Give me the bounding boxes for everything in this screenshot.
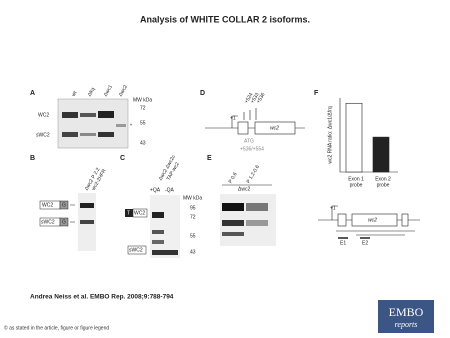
box-label: WC2 <box>134 210 145 216</box>
band <box>80 220 94 224</box>
bar <box>372 136 390 173</box>
band <box>116 124 126 127</box>
tss-label: +1 <box>330 205 336 211</box>
slide-title: Analysis of WHITE COLLAR 2 isoforms. <box>140 14 310 24</box>
gene-label: wc2 <box>270 125 279 131</box>
band <box>152 250 178 255</box>
band-label: WC2 <box>38 112 49 118</box>
protein-box <box>132 208 148 218</box>
transcript <box>336 230 415 236</box>
panel-f: F wc2 RNA ratio: Δwc1/Δfrq Exon 1 probe … <box>314 90 420 246</box>
pointer <box>70 204 75 223</box>
mw-marker: 55 <box>140 120 146 126</box>
gene-label: wc2 <box>368 217 377 223</box>
lane-label: Δwc2 <box>118 84 129 98</box>
mw-label: MW kDa <box>183 195 202 201</box>
panel-d: D +524 +533 +536 +1 wc2 ATG +536/+554 <box>200 90 305 152</box>
exon <box>401 213 409 227</box>
band <box>62 132 78 137</box>
category-label: Exon 1 <box>348 176 364 182</box>
mw-marker: 43 <box>190 249 196 255</box>
panel-e: E P 0.6 P 1.2-0.6 Δwc2 <box>207 155 276 246</box>
tss-label: +1 <box>230 115 236 121</box>
citation: Andrea Neiss et al. EMBO Rep. 2008;9:788… <box>30 294 174 301</box>
band <box>80 203 94 208</box>
atg-label: ATG <box>244 138 254 144</box>
probe-label: E2 <box>362 240 368 246</box>
lane-label: wt <box>71 90 79 98</box>
mw-marker: 43 <box>140 140 146 146</box>
band <box>246 203 268 211</box>
logo-text: reports <box>395 320 418 329</box>
exon <box>254 121 296 135</box>
lane-label: Δfrq <box>87 87 97 98</box>
tag-label: T <box>127 210 130 216</box>
panel-label: C <box>120 155 125 162</box>
panel-label: A <box>30 90 35 97</box>
band <box>98 132 114 137</box>
protein-box <box>127 245 147 255</box>
tag-box <box>59 217 69 227</box>
lane-label: Δwc1 <box>103 84 114 98</box>
panel-label: F <box>314 90 319 97</box>
panel-label: B <box>30 155 35 162</box>
exon <box>351 213 398 227</box>
y-axis-label: wc2 RNA ratio: Δwc1/Δfrq <box>327 106 333 163</box>
lane-label: P 1.2-0.6 <box>246 164 261 185</box>
mw-marker: 55 <box>190 233 196 239</box>
tag-box <box>59 200 69 210</box>
band <box>152 240 164 244</box>
mw-marker: 72 <box>190 214 196 220</box>
range-label: +536/+554 <box>240 146 264 152</box>
site-label: +533 <box>250 92 261 105</box>
tag-label: G <box>62 219 66 225</box>
condition: +QA <box>150 187 161 193</box>
blot <box>57 98 129 149</box>
panel-a: A wt Δfrq Δwc1 Δwc2 WC2 sWC2 * MW kDa 72… <box>30 84 152 149</box>
site-label: +524 <box>244 92 255 105</box>
site-label: +536 <box>256 92 267 105</box>
band <box>80 113 96 117</box>
band <box>152 212 164 218</box>
tag-label: G <box>62 202 66 208</box>
box-label: sWC2 <box>41 219 55 225</box>
tag-box <box>125 209 133 217</box>
band <box>98 111 114 118</box>
box-label: sWC2 <box>129 247 143 253</box>
band <box>62 112 78 118</box>
logo-text: EMBO <box>389 305 424 319</box>
panel-c: C Δwc2 Δwc2c TAP-wc2 +QA -QA T WC2 sWC2 … <box>120 154 202 258</box>
band <box>222 232 244 236</box>
category-label: probe <box>377 182 390 188</box>
exon <box>337 213 347 227</box>
band <box>152 230 164 234</box>
lane-label: P 0.6 <box>228 171 239 184</box>
panel-label: D <box>200 90 205 97</box>
strain-label: Δwc2 <box>238 186 250 192</box>
mw-marker: 72 <box>140 105 146 111</box>
category-label: probe <box>350 182 363 188</box>
band <box>80 133 96 136</box>
panel-b: B Δwc2 P 2.2 wc2-2HFR WC2 G sWC2 G <box>30 155 108 251</box>
copyright: © as stated in the article, figure or fi… <box>4 324 109 331</box>
band <box>246 220 268 226</box>
band <box>222 220 244 226</box>
box-label: WC2 <box>42 202 53 208</box>
bar <box>345 102 363 173</box>
mw-marker: 95 <box>190 205 196 211</box>
exon <box>237 121 249 135</box>
band-label: sWC2 <box>36 132 50 138</box>
category-label: Exon 2 <box>375 176 391 182</box>
mw-label: MW kDa <box>133 97 152 103</box>
condition: -QA <box>165 187 175 193</box>
blot <box>150 195 180 258</box>
band <box>222 203 244 211</box>
panel-label: E <box>207 155 212 162</box>
asterisk: * <box>130 123 132 129</box>
logo <box>378 300 434 333</box>
probe-label: E1 <box>340 240 346 246</box>
